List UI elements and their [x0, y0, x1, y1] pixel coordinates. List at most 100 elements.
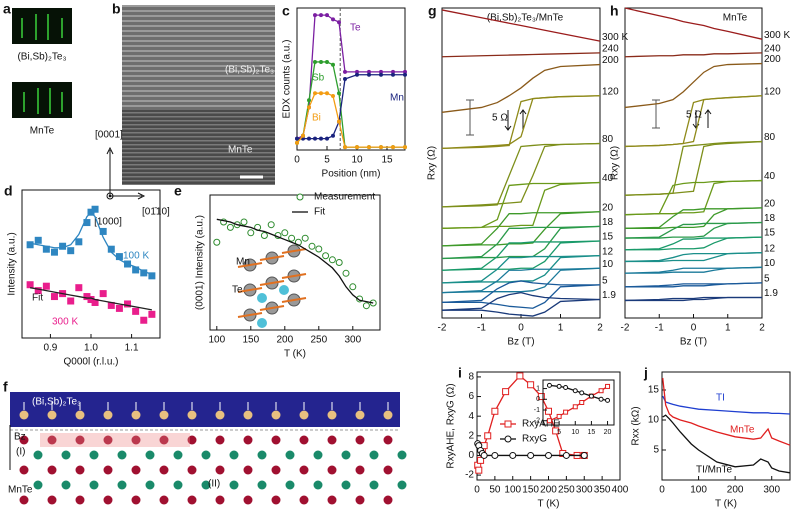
atom	[271, 435, 281, 445]
atom	[285, 450, 295, 460]
marker	[475, 466, 483, 474]
marker	[562, 451, 570, 459]
atom	[243, 465, 253, 475]
atom	[383, 435, 393, 445]
series-line	[442, 284, 601, 309]
series-line	[624, 282, 763, 288]
atom	[61, 480, 71, 490]
x-axis-label: T (K)	[537, 499, 559, 510]
marker	[295, 136, 299, 141]
x-tick-label: 20	[604, 429, 612, 436]
series-line	[441, 267, 601, 294]
tem-image	[122, 5, 275, 110]
y-tick-label: -1	[534, 407, 540, 414]
marker	[148, 272, 156, 280]
atom	[131, 410, 141, 420]
series-line	[624, 266, 763, 274]
spin	[281, 273, 307, 279]
series-line	[624, 140, 763, 196]
atom	[271, 410, 281, 420]
marker	[480, 451, 488, 459]
marker	[307, 105, 311, 110]
atom	[271, 465, 281, 475]
series-label: 40	[602, 173, 614, 184]
marker	[477, 456, 485, 464]
series-line	[442, 298, 601, 317]
x-tick-label: -2	[438, 323, 447, 334]
atom	[299, 410, 309, 420]
series-line	[441, 9, 601, 42]
marker	[99, 290, 107, 298]
sweep-arrow	[519, 109, 527, 130]
atom	[355, 410, 365, 420]
marker	[502, 388, 510, 396]
marker	[367, 145, 371, 150]
series-label: 300 K	[602, 32, 628, 43]
marker	[509, 451, 517, 459]
atom	[215, 495, 225, 505]
marker	[325, 13, 329, 18]
series-label: 120	[764, 86, 781, 97]
series-line	[625, 207, 763, 229]
legend-label: RxyG	[522, 434, 547, 445]
atom	[355, 465, 365, 475]
marker	[288, 234, 296, 242]
atom	[103, 410, 113, 420]
annotation: Te	[232, 285, 243, 296]
field-label: Bz	[14, 432, 26, 443]
panel-label: i	[458, 365, 462, 381]
marker	[579, 400, 585, 405]
series-label: 5	[764, 274, 770, 285]
y-axis-label: RxyAHE, RxyG (Ω)	[446, 383, 457, 468]
spin	[237, 312, 263, 318]
series-line	[624, 140, 763, 196]
series-line	[625, 236, 763, 251]
marker	[308, 242, 316, 250]
atom	[229, 480, 239, 490]
marker	[67, 297, 75, 305]
series-label: 240	[764, 43, 781, 54]
marker	[379, 72, 383, 77]
spin	[237, 287, 263, 293]
x-tick-label: 15	[381, 155, 393, 166]
plot-frame	[296, 7, 406, 151]
y-axis-label: Rxy (Ω)	[610, 146, 621, 180]
y-axis-label: Intensity (a.u.)	[7, 232, 18, 295]
chart-title: MnTe	[723, 13, 748, 24]
marker	[403, 72, 407, 77]
spin	[281, 297, 307, 303]
y-tick-label: 6	[468, 391, 474, 402]
marker	[319, 136, 323, 141]
marker	[319, 59, 323, 64]
atom	[201, 450, 211, 460]
marker	[331, 94, 335, 99]
series-line	[441, 181, 601, 229]
atom	[47, 465, 57, 475]
x-axis-label: Position (nm)	[322, 169, 381, 180]
atom	[61, 450, 71, 460]
atom	[313, 450, 323, 460]
series-line	[216, 218, 374, 304]
series-label: Mn	[390, 93, 404, 104]
marker	[307, 98, 311, 103]
marker	[572, 404, 578, 410]
marker	[240, 218, 248, 226]
annotation: 5 Ω	[686, 110, 702, 121]
x-tick-label: 350	[594, 485, 611, 496]
series-line	[441, 211, 601, 247]
x-tick-label: 0	[659, 485, 665, 496]
marker	[516, 372, 524, 380]
series-line	[30, 287, 152, 311]
legend-marker	[296, 193, 304, 201]
atom	[327, 435, 337, 445]
x-tick-label: 150	[522, 485, 539, 496]
series-line	[441, 63, 601, 113]
marker	[546, 382, 552, 388]
atom	[75, 465, 85, 475]
x-tick-label: 150	[242, 335, 259, 346]
legend-label: Fit	[314, 207, 325, 218]
x-tick-label: 15	[588, 429, 596, 436]
series-line	[662, 414, 791, 474]
atom	[187, 410, 197, 420]
panel-label: d	[4, 183, 13, 199]
